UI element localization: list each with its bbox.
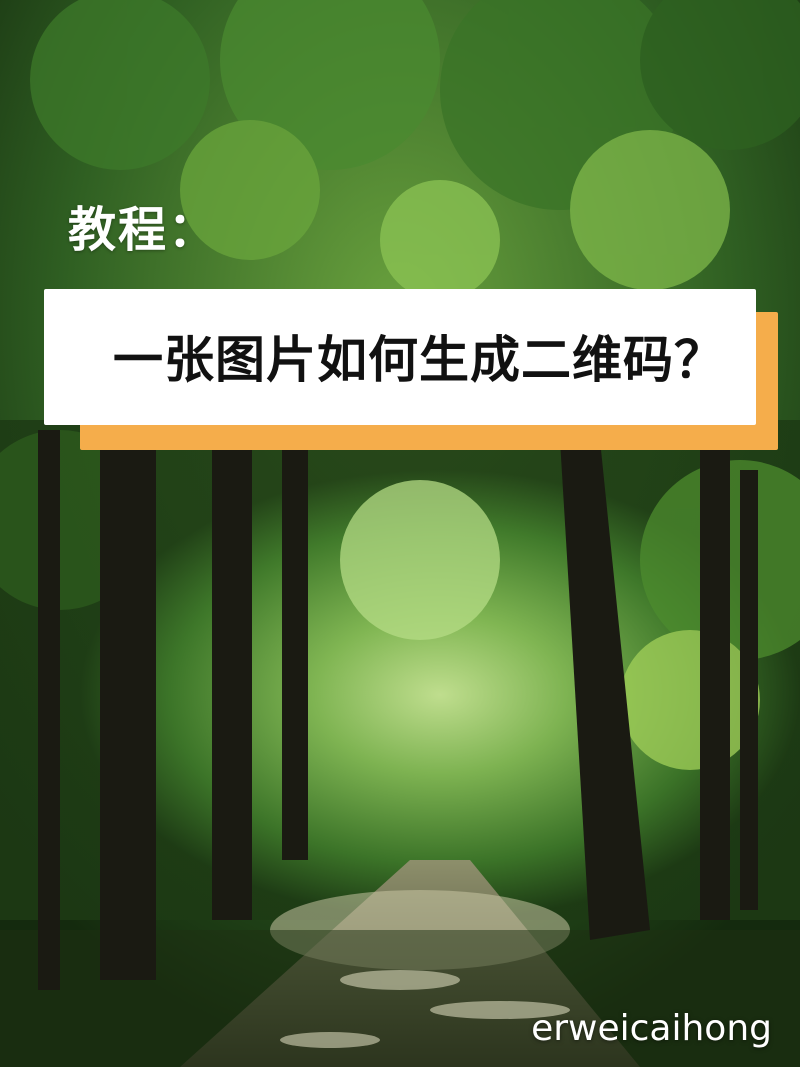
tutorial-kicker: 教程： — [68, 202, 219, 258]
watermark-text: erweicaihong — [531, 1008, 772, 1049]
title-banner — [44, 289, 756, 425]
banner-title: 一张图片如何生成二维码？ — [113, 331, 725, 389]
